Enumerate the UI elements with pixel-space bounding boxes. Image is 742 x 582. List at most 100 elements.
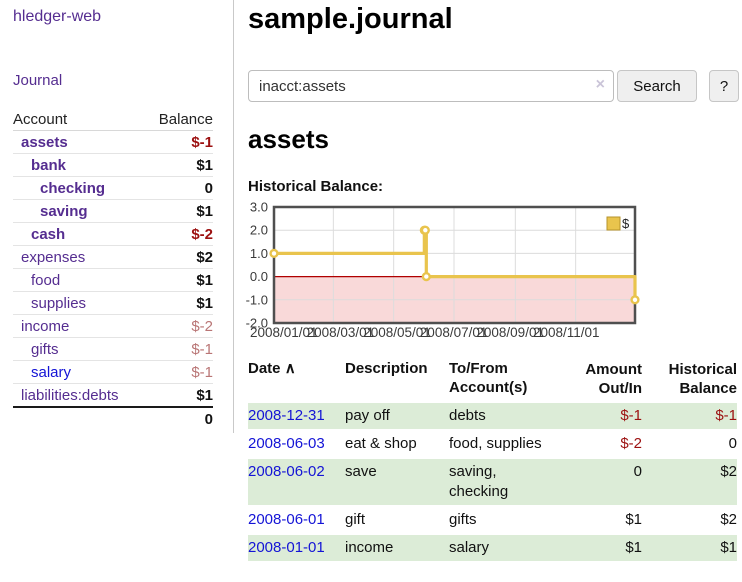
transaction-description: pay off	[345, 403, 449, 429]
account-row-cash: cash $-2	[13, 222, 213, 246]
account-table-header: Account Balance	[13, 108, 213, 131]
sidebar: hledger-web Journal Account Balance asse…	[0, 0, 234, 433]
transaction-date-link[interactable]: 2008-06-01	[248, 511, 325, 528]
account-link-income[interactable]: income	[21, 318, 70, 335]
account-balance: $1	[145, 199, 213, 223]
transaction-balance: $2	[720, 511, 737, 528]
search-form: × Search ?	[248, 70, 742, 102]
account-balance: $-1	[145, 360, 213, 384]
account-row-assets: assets $-1	[13, 130, 213, 154]
register-row: 2008-12-31 pay off debts $-1 $-1	[248, 403, 737, 429]
x-axis-tick-label: 2008/07/01	[420, 325, 488, 340]
account-balance: $1	[145, 153, 213, 177]
account-row-salary: salary $-1	[13, 360, 213, 384]
historical-balance-chart: 3.0 2.0 1.0 0.0 -1.0 -2.02008/01/012008/03/01…	[246, 200, 640, 340]
help-button[interactable]: ?	[709, 70, 739, 102]
clear-search-icon[interactable]: ×	[595, 76, 605, 93]
x-axis-tick-label: 2008/05/01	[363, 325, 431, 340]
data-point-marker	[420, 225, 430, 235]
chart-title: Historical Balance:	[248, 178, 384, 195]
transaction-balance: $1	[642, 535, 737, 561]
account-row-checking: checking 0	[13, 176, 213, 200]
account-balance: $-2	[145, 222, 213, 246]
main-content: sample.journal × Search ? assets Histori…	[246, 0, 742, 563]
transaction-amount: $1	[625, 511, 642, 528]
register-row: 2008-01-01 income salary $1 $1	[248, 535, 737, 561]
account-balance: $1	[145, 383, 213, 408]
account-heading: assets	[248, 124, 329, 154]
account-link-expenses[interactable]: expenses	[21, 249, 86, 266]
account-link-assets[interactable]: assets	[21, 134, 68, 151]
register-header-date[interactable]: Date ∧	[248, 360, 296, 377]
account-link-checking[interactable]: checking	[40, 180, 106, 197]
sort-ascending-icon: ∧	[284, 360, 296, 377]
transaction-date-link[interactable]: 2008-06-03	[248, 435, 325, 452]
transaction-amount: 0	[561, 459, 642, 505]
transaction-accounts: salary	[449, 535, 561, 561]
transaction-balance: $-1	[642, 403, 737, 429]
transaction-accounts: gifts	[449, 511, 477, 528]
transaction-amount: $-2	[620, 435, 642, 452]
account-link-saving[interactable]: saving	[40, 203, 88, 220]
y-axis-tick-label: -2.0	[246, 316, 268, 331]
register-table: Date ∧ Description To/From Account(s) Am…	[248, 355, 737, 563]
x-axis-tick-label: 2008/03/01	[307, 325, 375, 340]
data-point-marker	[630, 295, 640, 305]
account-column-header: Account	[13, 108, 146, 131]
account-row-bank: bank $1	[13, 153, 213, 177]
register-header-description: Description	[345, 360, 428, 377]
account-link-bank[interactable]: bank	[31, 157, 67, 174]
legend-label: $	[622, 216, 630, 231]
transaction-description: eat & shop	[345, 435, 417, 452]
data-point-marker	[421, 271, 431, 282]
account-balance: $1	[145, 291, 213, 315]
transaction-amount: $1	[561, 535, 642, 561]
account-row-gifts: gifts $-1	[13, 337, 213, 361]
register-row: 2008-06-02 save saving, checking 0 $2	[248, 459, 737, 505]
account-row-liabilities-debts: liabilities:debts $1	[13, 383, 213, 408]
y-axis-tick-label: 3.0	[250, 200, 268, 215]
account-link-liabilities-debts[interactable]: liabilities:debts	[21, 387, 119, 404]
transaction-date-link[interactable]: 2008-06-02	[248, 463, 325, 480]
account-row-expenses: expenses $2	[13, 245, 213, 269]
y-axis-tick-label: -1.0	[246, 292, 268, 307]
account-row-food: food $1	[13, 268, 213, 292]
chart-border	[272, 205, 637, 325]
account-balance: $-1	[145, 337, 213, 361]
transaction-accounts: saving, checking	[449, 459, 561, 505]
register-row: 2008-06-03 eat & shop food, supplies $-2…	[248, 431, 737, 457]
transaction-accounts: debts	[449, 403, 561, 429]
account-balance: $-2	[145, 314, 213, 338]
transaction-description: gift	[345, 511, 366, 528]
y-axis-tick-label: 2.0	[250, 223, 268, 238]
transaction-description: income	[345, 535, 449, 561]
transaction-accounts: food, supplies	[449, 435, 542, 452]
account-link-supplies[interactable]: supplies	[31, 295, 87, 312]
account-balance: 0	[145, 176, 213, 200]
register-header-balance: Historical Balance	[668, 361, 737, 397]
account-row-saving: saving $1	[13, 199, 213, 223]
x-axis-tick-label: 2008/01/01	[250, 325, 318, 340]
search-input[interactable]	[248, 70, 614, 102]
transaction-date-link[interactable]: 2008-01-01	[248, 539, 325, 556]
app-title-link[interactable]: hledger-web	[13, 8, 102, 25]
page-title: sample.journal	[248, 3, 453, 35]
account-link-gifts[interactable]: gifts	[31, 341, 59, 358]
account-balance: $2	[145, 245, 213, 269]
register-row: 2008-06-01 gift gifts $1 $2	[248, 507, 737, 533]
balance-column-header: Balance	[145, 108, 213, 131]
account-link-salary[interactable]: salary	[31, 364, 72, 381]
register-header-row: Date ∧ Description To/From Account(s) Am…	[248, 357, 737, 401]
account-row-supplies: supplies $1	[13, 291, 213, 315]
x-axis-tick-label: 2008/09/01	[476, 325, 544, 340]
account-link-food[interactable]: food	[31, 272, 61, 289]
sidebar-item-journal[interactable]: Journal	[13, 72, 63, 89]
transaction-description: save	[345, 459, 449, 505]
account-row-income: income $-2	[13, 314, 213, 338]
register-header-amount: Amount Out/In	[585, 361, 642, 397]
x-axis-tick-label: 2008/11/01	[533, 325, 600, 340]
transaction-date-link[interactable]: 2008-12-31	[248, 407, 325, 424]
account-link-cash[interactable]: cash	[31, 226, 66, 243]
account-balance: $1	[145, 268, 213, 292]
search-button[interactable]: Search	[617, 70, 697, 102]
